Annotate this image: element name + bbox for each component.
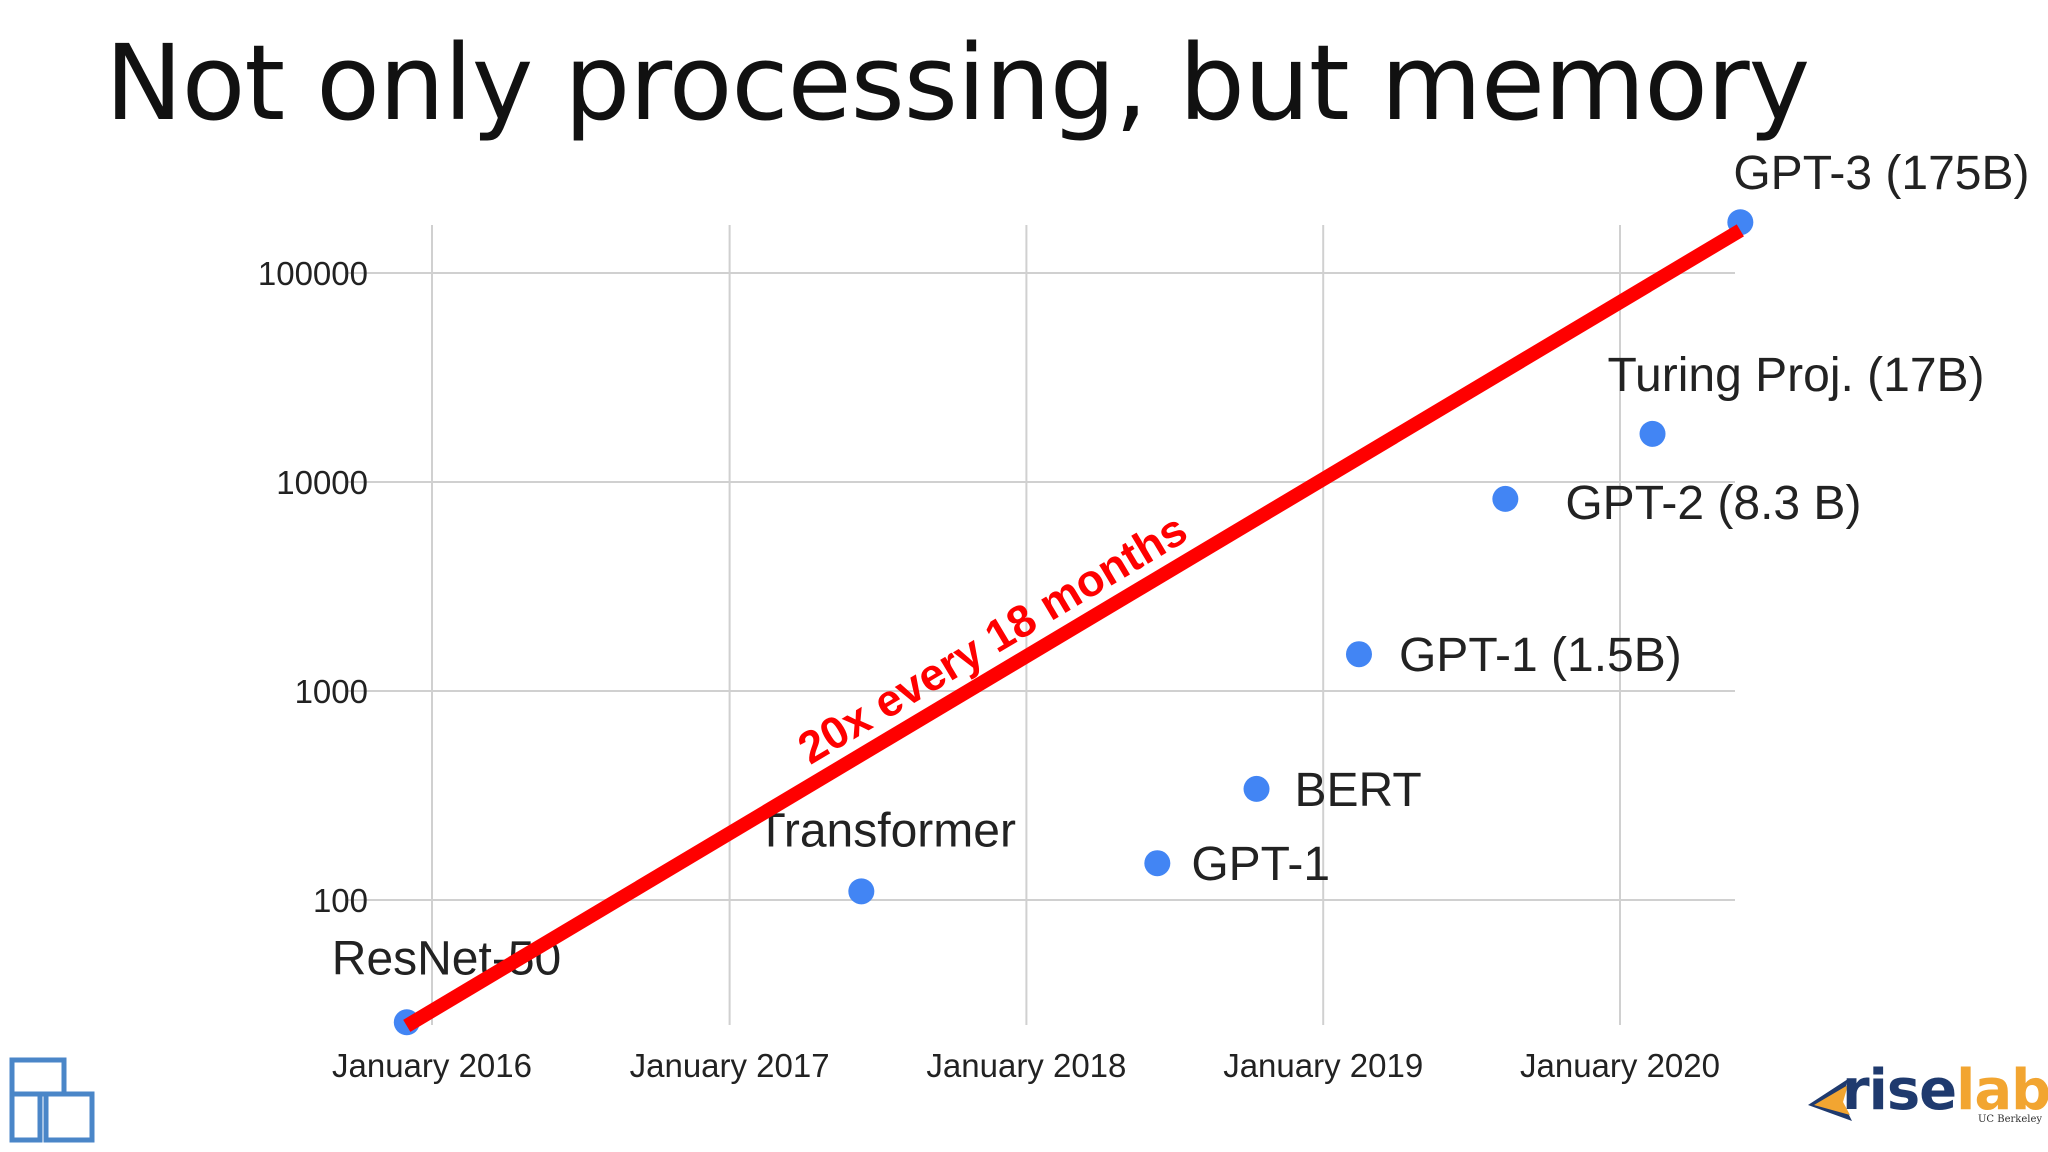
riselab-subtitle: UC Berkeley [1978,1114,2043,1125]
trend-line [403,224,1744,1032]
slide-title: Not only processing, but memory [105,22,1810,144]
x-tick-label: January 2019 [1223,1047,1423,1084]
grid-squares-icon [9,1057,95,1143]
y-tick-label: 100000 [258,255,368,292]
x-tick-label: January 2017 [630,1047,830,1084]
riselab-logo-text: riselab [1842,1058,2048,1123]
data-point [1144,850,1171,877]
point-label: Transformer [756,804,1016,857]
y-tick-label: 1000 [295,673,368,710]
point-label: GPT-3 (175B) [1733,147,2029,200]
point-label: GPT-2 (8.3 B) [1565,477,1861,530]
y-tick-label: 10000 [276,464,368,501]
point-label: BERT [1295,764,1422,817]
data-point [1639,420,1666,447]
trend-label: 20x every 18 months [789,503,1195,774]
riselab-lab: lab [1956,1058,2048,1123]
data-point [848,878,875,905]
riselab-rise: rise [1842,1058,1957,1123]
chart-trend: 20x every 18 months [403,224,1744,1032]
point-label: GPT-1 (1.5B) [1399,629,1682,682]
x-tick-label: January 2018 [926,1047,1126,1084]
data-point [1492,485,1519,512]
chart-ticks: January 2016 January 2017 January 2018 Janu… [258,255,1720,1084]
x-tick-label: January 2016 [332,1047,532,1084]
point-label: Turing Proj. (17B) [1608,349,1985,402]
data-point [1243,775,1270,802]
x-tick-label: January 2020 [1520,1047,1720,1084]
data-point [1345,641,1372,668]
y-tick-label: 100 [313,882,368,919]
riselab-arrow-icon [1808,1079,1852,1121]
point-label: GPT-1 [1191,838,1330,891]
chart-grid [345,225,1735,1025]
